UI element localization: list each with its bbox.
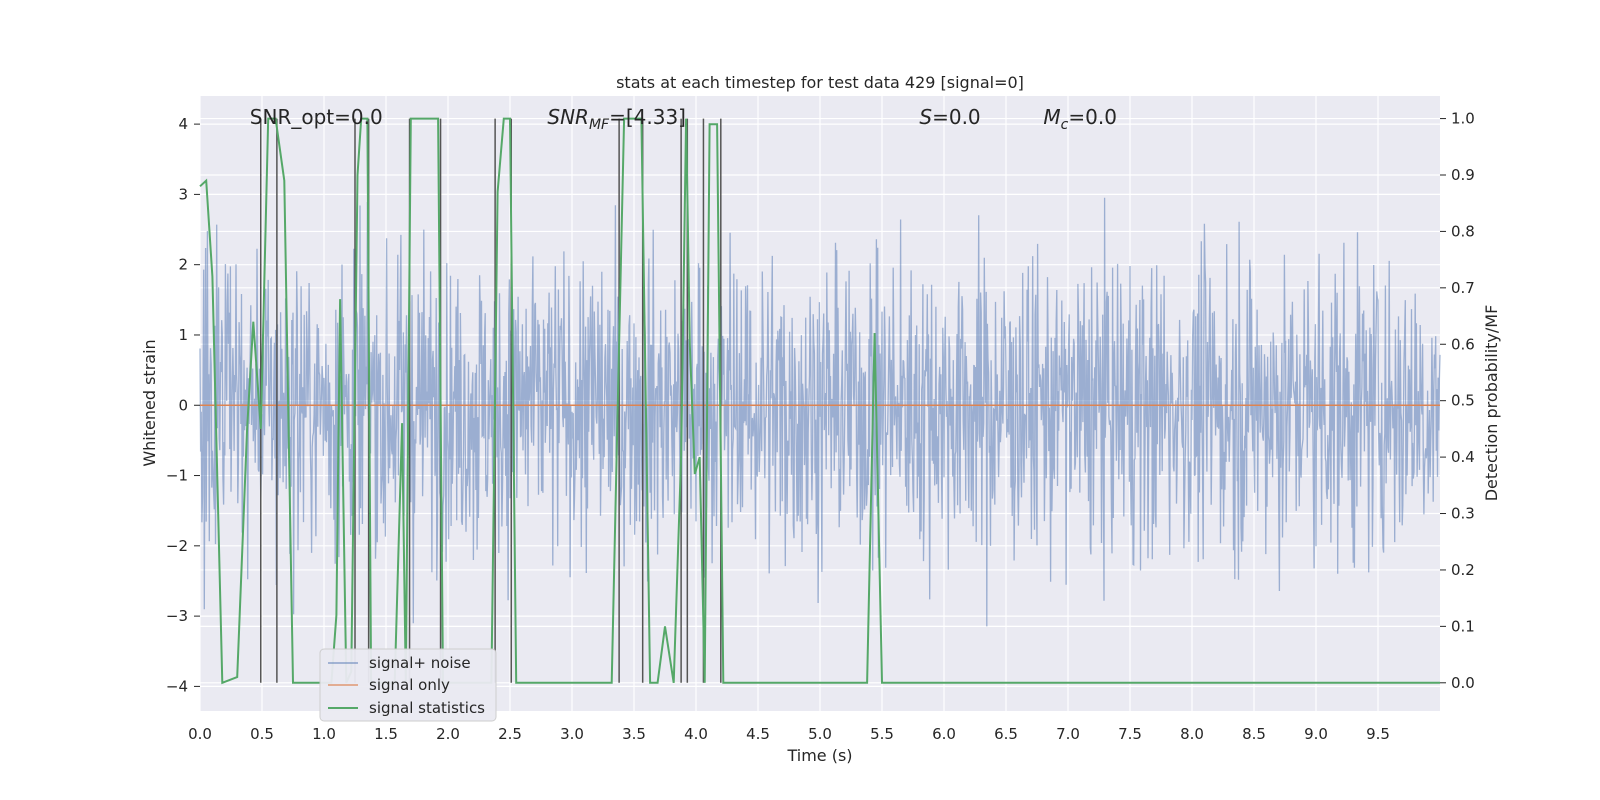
y-tick-label: 0 xyxy=(178,396,188,414)
y-tick-label: −1 xyxy=(166,467,188,485)
x-tick-label: 1.5 xyxy=(374,725,398,743)
y2-tick-label: 0.9 xyxy=(1451,166,1475,184)
chart-title: stats at each timestep for test data 429… xyxy=(616,73,1024,92)
noise-series xyxy=(199,197,1441,627)
y2-tick-label: 0.1 xyxy=(1451,617,1475,635)
y-tick-label: 1 xyxy=(178,326,188,344)
x-tick-label: 7.5 xyxy=(1118,725,1142,743)
x-tick-label: 0.5 xyxy=(250,725,274,743)
noise-trace xyxy=(199,197,1441,627)
annotations: SNR_opt=0.0 SNRMF=[4.33] S=0.0 Mc=0.0 xyxy=(250,105,1117,133)
signal-statistics-series xyxy=(199,117,1440,685)
x-tick-label: 0.0 xyxy=(188,725,212,743)
x-tick-label: 5.5 xyxy=(870,725,894,743)
x-tick-label: 7.0 xyxy=(1056,725,1080,743)
annotation: Mc=0.0 xyxy=(1043,105,1117,133)
x-tick-label: 8.0 xyxy=(1180,725,1204,743)
annotation: S=0.0 xyxy=(919,105,980,129)
x-tick-label: 6.5 xyxy=(994,725,1018,743)
x-tick-label: 4.0 xyxy=(684,725,708,743)
annotation: SNR_opt=0.0 xyxy=(250,105,383,129)
x-tick-label: 9.0 xyxy=(1304,725,1328,743)
y2-tick-label: 0.3 xyxy=(1451,505,1475,523)
y-tick-label: −4 xyxy=(166,677,188,695)
y2-axis-label: Detection probability/MF xyxy=(1482,305,1501,502)
y2-tick-label: 0.4 xyxy=(1451,448,1475,466)
y2-tick-label: 0.5 xyxy=(1451,392,1475,410)
legend-label-signal: signal only xyxy=(369,676,450,694)
legend-box xyxy=(319,648,497,722)
x-tick-labels: 0.0 0.5 1.0 1.5 2.0 2.5 3.0 3.5 4.0 4.5 5.0 5.5 6.0 6… xyxy=(188,725,1390,743)
y2-tick-label: 0.2 xyxy=(1451,561,1475,579)
x-tick-label: 2.5 xyxy=(498,725,522,743)
y2-tick-label: 0.8 xyxy=(1451,222,1475,240)
annotation: SNRMF=[4.33] xyxy=(547,105,686,133)
y-tick-label: −2 xyxy=(166,537,188,555)
x-tick-label: 3.0 xyxy=(560,725,584,743)
y-axis-label: Whitened strain xyxy=(140,339,159,466)
y2-tick-labels: 1.0 0.9 0.8 0.7 0.6 0.5 0.4 0.3 0.2 0.1 0.0 xyxy=(1440,110,1475,692)
y-tick-label: 4 xyxy=(178,115,188,133)
y2-tick-label: 0.0 xyxy=(1451,674,1475,692)
signal-statistics-line xyxy=(199,117,1440,685)
x-tick-label: 1.0 xyxy=(312,725,336,743)
x-axis-label: Time (s) xyxy=(786,746,852,765)
y2-tick-label: 0.7 xyxy=(1451,279,1475,297)
x-tick-label: 4.5 xyxy=(746,725,770,743)
y-tick-label: 3 xyxy=(178,185,188,203)
x-tick-label: 3.5 xyxy=(622,725,646,743)
legend-label-noise: signal+ noise xyxy=(369,654,471,672)
x-tick-label: 6.0 xyxy=(932,725,956,743)
legend-label-stats: signal statistics xyxy=(369,699,485,717)
y-tick-label: 2 xyxy=(178,256,188,274)
y2-tick-label: 0.6 xyxy=(1451,335,1475,353)
x-tick-label: 5.0 xyxy=(808,725,832,743)
y-tick-labels: 4 3 2 1 0 −1 −2 −3 −4 xyxy=(166,115,200,695)
x-tick-label: 9.5 xyxy=(1366,725,1390,743)
y2-tick-label: 1.0 xyxy=(1451,110,1475,128)
x-tick-label: 2.0 xyxy=(436,725,460,743)
legend: signal+ noise signal only signal statist… xyxy=(319,648,497,722)
x-tick-label: 8.5 xyxy=(1242,725,1266,743)
y-tick-label: −3 xyxy=(166,607,188,625)
